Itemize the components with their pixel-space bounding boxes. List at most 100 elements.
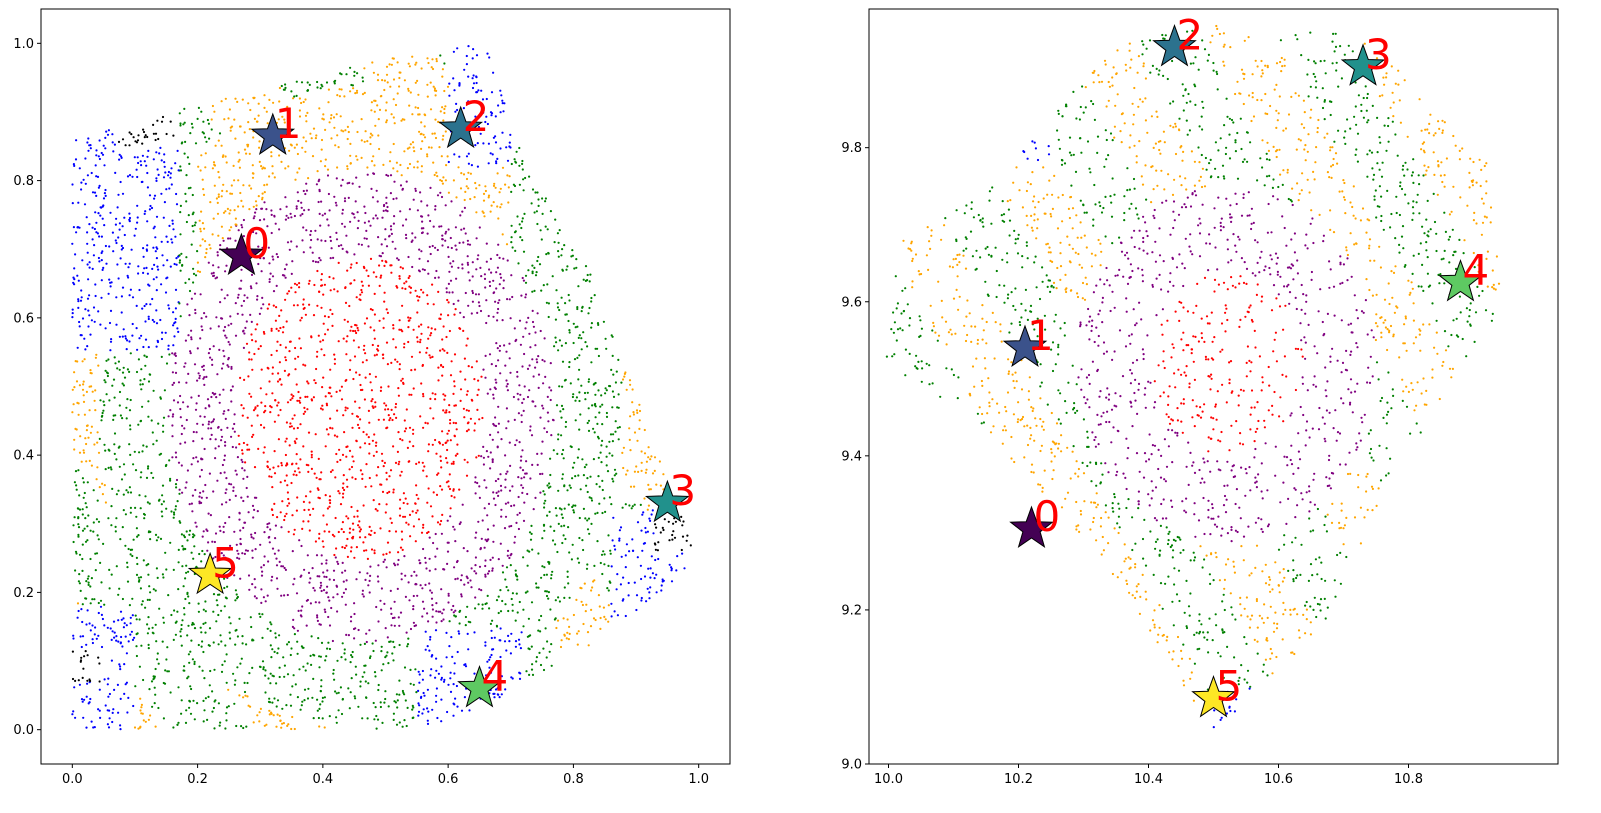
data-point	[305, 463, 308, 466]
data-point	[233, 702, 236, 705]
data-point	[420, 250, 423, 253]
data-point	[129, 398, 132, 402]
data-point	[307, 208, 310, 211]
data-point	[449, 279, 453, 282]
data-point	[547, 597, 550, 600]
data-point	[320, 641, 324, 645]
data-point	[386, 636, 389, 639]
data-point	[86, 141, 89, 144]
data-point	[115, 296, 118, 299]
data-point	[110, 638, 113, 642]
data-point	[613, 544, 616, 548]
data-point	[160, 355, 163, 358]
data-point	[321, 339, 325, 342]
data-point	[488, 570, 491, 573]
data-point	[504, 578, 507, 581]
data-point	[207, 541, 210, 544]
data-point	[284, 453, 287, 457]
data-point	[341, 208, 344, 211]
data-point	[105, 371, 109, 374]
data-point	[130, 133, 133, 136]
data-point	[179, 635, 182, 638]
data-point	[329, 289, 332, 292]
data-point	[80, 645, 83, 649]
data-point	[683, 567, 686, 570]
data-point	[586, 631, 590, 634]
data-point	[633, 581, 636, 584]
data-point	[511, 592, 514, 595]
data-point	[427, 61, 430, 65]
data-point	[118, 390, 122, 394]
data-point	[575, 598, 578, 602]
data-point	[640, 469, 643, 472]
data-point	[369, 224, 372, 227]
data-point	[537, 552, 540, 555]
data-point	[288, 350, 291, 353]
data-point	[508, 145, 511, 148]
data-point	[119, 538, 122, 541]
data-point	[590, 589, 593, 592]
data-point	[301, 239, 304, 242]
data-point	[574, 419, 577, 422]
data-point	[434, 393, 437, 396]
data-point	[128, 604, 131, 607]
data-point	[125, 348, 128, 351]
data-point	[161, 515, 164, 518]
data-point	[245, 320, 248, 323]
data-point	[129, 553, 132, 556]
data-point	[431, 443, 434, 446]
data-point	[135, 141, 139, 144]
data-point	[88, 409, 91, 412]
data-point	[467, 428, 470, 431]
data-point	[259, 257, 262, 260]
data-point	[328, 495, 332, 498]
data-point	[310, 467, 313, 470]
data-point	[392, 712, 395, 715]
data-point	[492, 397, 495, 400]
data-point	[426, 645, 429, 648]
data-point	[154, 250, 157, 253]
data-point	[638, 419, 641, 422]
data-point	[631, 549, 635, 552]
data-point	[662, 528, 665, 532]
data-point	[444, 179, 447, 182]
data-point	[80, 698, 84, 701]
data-point	[235, 593, 238, 596]
data-point	[383, 203, 386, 207]
data-point	[410, 393, 413, 396]
data-point	[368, 533, 371, 536]
data-point	[465, 63, 468, 66]
data-point	[139, 576, 143, 579]
data-point	[555, 404, 559, 407]
data-point	[315, 476, 318, 479]
data-point	[219, 529, 222, 533]
data-point	[119, 724, 122, 727]
data-point	[397, 616, 400, 619]
data-point	[132, 538, 135, 541]
data-point	[369, 142, 372, 146]
data-point	[397, 558, 400, 562]
data-point	[294, 441, 297, 445]
data-point	[86, 481, 89, 484]
data-point	[550, 434, 553, 437]
data-point	[106, 683, 109, 686]
data-point	[230, 365, 233, 369]
data-point	[275, 557, 278, 560]
data-point	[233, 118, 236, 121]
data-point	[193, 718, 196, 721]
data-point	[212, 264, 215, 267]
data-point	[361, 361, 364, 364]
data-point	[227, 117, 230, 120]
data-point	[223, 410, 226, 413]
data-point	[478, 496, 481, 499]
data-point	[411, 265, 414, 269]
data-point	[321, 408, 324, 411]
data-point	[449, 690, 453, 694]
data-point	[234, 599, 237, 602]
data-point	[175, 192, 178, 196]
data-point	[267, 700, 271, 704]
data-point	[256, 295, 259, 298]
data-point	[304, 364, 307, 367]
data-point	[404, 427, 408, 430]
data-point	[553, 241, 556, 244]
